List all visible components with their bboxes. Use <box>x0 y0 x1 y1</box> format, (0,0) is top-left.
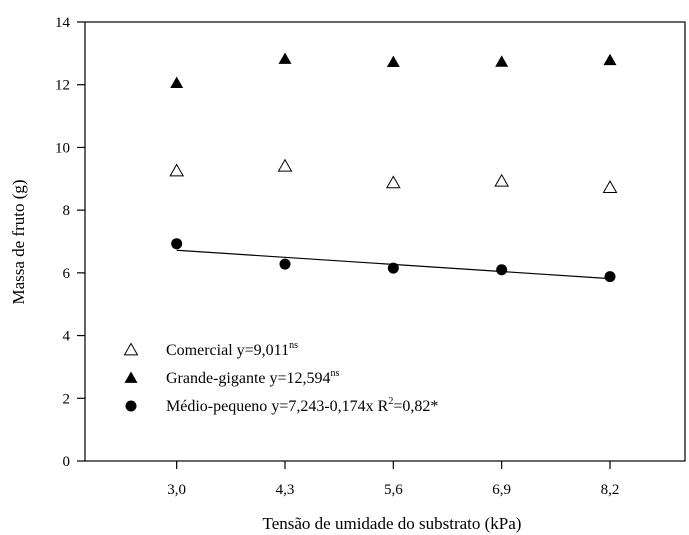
data-point <box>171 238 183 250</box>
x-tick-label: 3,0 <box>167 482 186 498</box>
y-tick-label: 10 <box>55 140 70 156</box>
data-point <box>385 175 401 189</box>
plot-frame <box>84 21 686 462</box>
data-point <box>496 264 508 276</box>
x-axis-ticks: 3,0 4,3 5,6 6,9 8,2 <box>167 461 619 498</box>
y-tick-label: 2 <box>63 391 71 407</box>
legend: Comercial y=9,011ns Grande-gigante y=12,5… <box>123 340 438 415</box>
legend-marker <box>124 371 138 383</box>
data-point <box>277 158 293 172</box>
x-tick-label: 6,9 <box>492 482 511 498</box>
data-point <box>170 76 184 89</box>
y-tick-label: 6 <box>63 266 71 282</box>
data-point <box>495 55 509 67</box>
legend-entry: Médio-pequeno y=7,243-0,174x R2=0,82* <box>166 396 438 415</box>
y-axis-label: Massa de fruto (g) <box>9 179 28 304</box>
data-points <box>169 52 618 283</box>
x-axis-label: Tensão de umidade do substrato (kPa) <box>263 514 522 533</box>
x-tick-label: 4,3 <box>276 482 295 498</box>
data-point <box>603 53 617 66</box>
data-point <box>169 163 185 177</box>
data-point <box>279 258 291 270</box>
legend-entry: Comercial y=9,011ns <box>166 340 298 359</box>
y-tick-label: 14 <box>55 15 71 31</box>
data-point <box>278 52 292 64</box>
x-tick-label: 8,2 <box>601 482 620 498</box>
y-tick-label: 4 <box>63 329 71 345</box>
y-axis-ticks: 0 2 4 6 8 10 12 14 <box>55 15 85 470</box>
data-point <box>494 173 510 187</box>
data-point <box>386 55 400 68</box>
y-tick-label: 12 <box>55 78 70 94</box>
y-tick-label: 0 <box>63 454 71 470</box>
data-point <box>602 180 618 193</box>
x-tick-label: 5,6 <box>384 482 403 498</box>
legend-entry: Grande-gigante y=12,594ns <box>166 368 340 387</box>
data-point <box>604 271 616 283</box>
legend-marker <box>123 342 139 356</box>
y-tick-label: 8 <box>63 203 71 219</box>
data-point <box>387 262 399 274</box>
legend-marker <box>125 400 137 412</box>
axes <box>84 21 686 462</box>
